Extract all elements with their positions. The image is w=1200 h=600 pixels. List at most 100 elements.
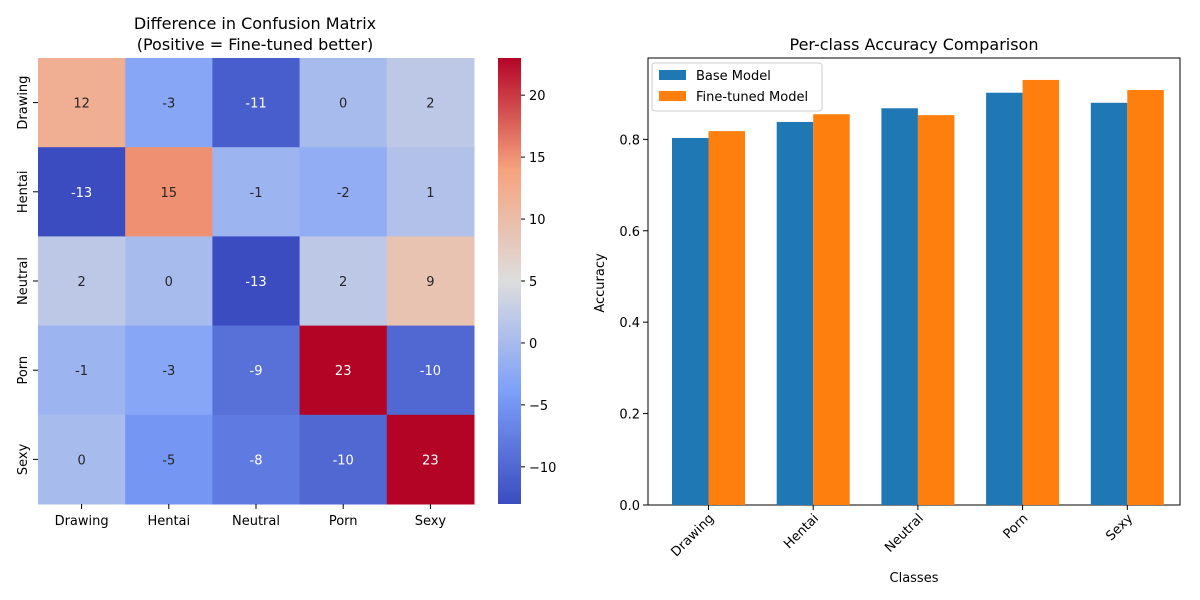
heatmap-cell-value: 9 [426, 275, 434, 290]
heatmap-row-label: Neutral [16, 257, 31, 305]
heatmap-cell-value: -1 [250, 186, 263, 201]
heatmap-cell-value: -10 [333, 453, 354, 468]
heatmap-cell-value: 0 [77, 453, 85, 468]
bar-base-model [776, 121, 814, 505]
heatmap-col-label: Drawing [55, 514, 109, 529]
bar-fine-tuned-model [1127, 89, 1164, 505]
bar-base-model [881, 108, 918, 506]
heatmap-cell-value: 12 [73, 97, 90, 112]
heatmap-cell [125, 325, 213, 416]
heatmap-cell-value: 2 [339, 275, 347, 290]
heatmap-cell-value: -2 [337, 186, 350, 201]
heatmap-cell [38, 414, 126, 505]
bar-panel: Per-class Accuracy Comparison 0.0 0.2 0.4 0… [593, 35, 1181, 586]
heatmap-cell-value: -13 [71, 186, 92, 201]
heatmap-cell [299, 236, 388, 327]
heatmap-cell [38, 325, 126, 416]
heatmap-col-label: Neutral [232, 514, 280, 529]
bar-ylabel: Accuracy [593, 253, 608, 313]
heatmap-cell-value: 23 [422, 453, 439, 468]
legend-label: Fine-tuned Model [696, 90, 808, 105]
bar-base-model [1090, 102, 1128, 505]
y-tick-label: 0.2 [619, 408, 640, 423]
heatmap-cell [386, 414, 475, 505]
x-tick-label: Sexy [1103, 511, 1136, 544]
heatmap-cell [386, 58, 475, 148]
heatmap-cell [386, 147, 475, 237]
heatmap-col-label: Porn [329, 514, 358, 529]
heatmap-title: Difference in Confusion Matrix [134, 14, 376, 33]
bar-fine-tuned-model [813, 114, 850, 506]
heatmap-col-labels: Drawing Hentai Neutral Porn Sexy [55, 504, 447, 529]
heatmap-row-label: Porn [16, 356, 31, 385]
heatmap-cell [125, 414, 213, 505]
heatmap-row-label: Sexy [16, 443, 31, 475]
colorbar-tick-label: 20 [529, 89, 546, 104]
heatmap-cell [38, 58, 126, 148]
colorbar-tick-label: 5 [529, 275, 537, 290]
bar-title: Per-class Accuracy Comparison [790, 35, 1039, 54]
heatmap-cell-value: 0 [339, 97, 347, 112]
heatmap-row-label: Hentai [16, 170, 31, 213]
colorbar-tick-label: 10 [529, 213, 546, 228]
colorbar-tick-label: 15 [529, 151, 546, 166]
heatmap-cell-value: -11 [245, 97, 266, 112]
heatmap-cell-value: -9 [250, 364, 263, 379]
heatmap-cell-value: 0 [165, 275, 173, 290]
bar-marks [672, 79, 1164, 506]
heatmap-cell [386, 325, 475, 416]
bar-fine-tuned-model [1022, 79, 1060, 505]
heatmap-cell-value: -10 [420, 364, 441, 379]
heatmap-cell [125, 147, 213, 237]
heatmap-col-label: Sexy [415, 514, 447, 529]
heatmap-cell [299, 58, 388, 148]
heatmap-cell [299, 414, 388, 505]
heatmap-cell-value: 23 [335, 364, 352, 379]
bar-fine-tuned-model [708, 131, 745, 505]
bar-legend: Base Model Fine-tuned Model [651, 62, 823, 112]
heatmap-cell-value: 2 [77, 275, 85, 290]
bar-base-model [986, 92, 1023, 505]
heatmap-cell [212, 58, 301, 148]
heatmap-cell [125, 236, 213, 327]
legend-box [651, 62, 823, 112]
heatmap-subtitle: (Positive = Fine-tuned better) [137, 35, 374, 54]
heatmap-colorbar: −10 −5 0 5 10 15 20 [498, 58, 556, 504]
y-tick-label: 0.4 [619, 316, 640, 331]
heatmap-cell [125, 58, 213, 148]
heatmap-cell [212, 147, 301, 237]
heatmap-cell-value: -3 [162, 97, 175, 112]
heatmap-panel: Difference in Confusion Matrix (Positive… [16, 14, 556, 529]
x-tick-label: Porn [1001, 511, 1032, 542]
heatmap-cell [212, 325, 301, 416]
legend-swatch [659, 91, 686, 101]
bar-fine-tuned-model [917, 115, 955, 506]
legend-swatch [659, 70, 686, 80]
heatmap-cell [299, 325, 388, 416]
colorbar-tick-label: 0 [529, 337, 537, 352]
colorbar-tick-label: −5 [529, 399, 548, 414]
heatmap-cell [38, 147, 126, 237]
colorbar-gradient [498, 58, 521, 504]
heatmap-cell-value: -8 [250, 453, 263, 468]
heatmap-cell [38, 236, 126, 327]
heatmap-row-label: Drawing [16, 76, 31, 130]
heatmap-cell [212, 414, 301, 505]
x-tick-label: Hentai [781, 511, 822, 552]
colorbar-tick-label: −10 [529, 461, 556, 476]
y-tick-label: 0.0 [619, 499, 640, 514]
y-tick-label: 0.6 [619, 225, 640, 240]
heatmap-cells: 12 -3 -11 0 2-13 15 -1 -2 12 0 -13 2 9-1 -3 -9 23 -100 -5… [38, 58, 475, 505]
bar-xlabel: Classes [890, 571, 939, 586]
bar-base-model [672, 137, 709, 505]
heatmap-cell-value: 1 [426, 186, 434, 201]
heatmap-cell-value: -5 [162, 453, 175, 468]
x-tick-label: Drawing [668, 511, 717, 560]
heatmap-cell-value: 15 [161, 186, 178, 201]
heatmap-row-labels: Drawing Hentai Neutral Porn Sexy [16, 76, 38, 475]
legend-label: Base Model [696, 69, 771, 84]
heatmap-cell-value: -13 [245, 275, 266, 290]
heatmap-cell-value: 2 [426, 97, 434, 112]
heatmap-col-label: Hentai [147, 514, 190, 529]
